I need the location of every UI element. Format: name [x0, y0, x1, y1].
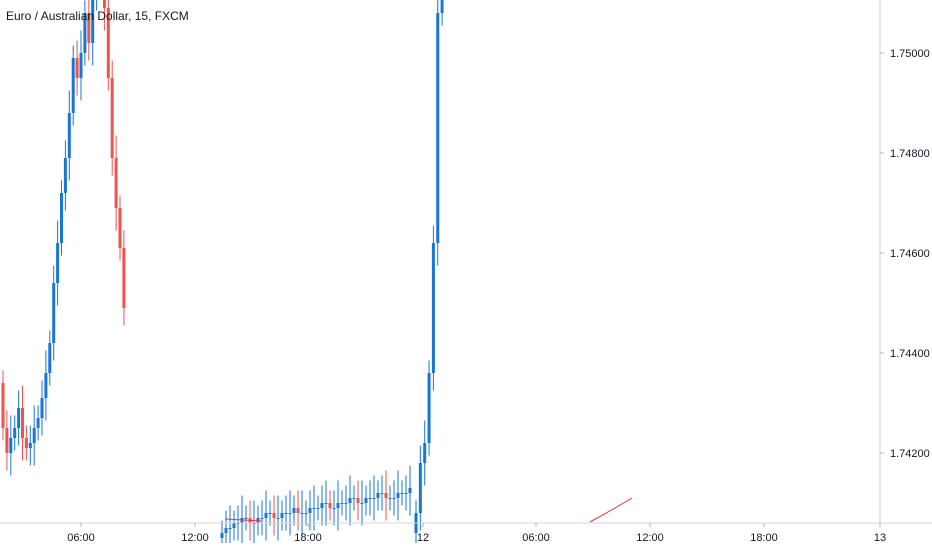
candle-body	[87, 13, 91, 43]
candle-body	[32, 428, 36, 443]
candle-body	[63, 158, 67, 193]
candle-body	[228, 528, 232, 529]
indicator-curve	[589, 497, 633, 523]
candle-body	[75, 58, 79, 78]
candle-body	[71, 58, 75, 113]
candle-body	[102, 0, 106, 8]
x-tick-label: 06:00	[522, 532, 550, 544]
candle-body	[48, 343, 52, 373]
candle-body	[67, 113, 71, 158]
candle-body	[372, 498, 376, 499]
candle-body	[423, 443, 427, 463]
chart-title: Euro / Australian Dollar, 15, FXCM	[6, 9, 189, 23]
candle-body	[316, 508, 320, 509]
candle-body	[232, 523, 236, 528]
candle-body	[284, 513, 288, 514]
candle-body	[21, 408, 24, 438]
candle-body	[396, 493, 400, 498]
candle-body	[60, 193, 63, 243]
candle-body	[328, 503, 332, 508]
candle-body	[36, 418, 40, 428]
candle-body	[376, 493, 380, 498]
candle-body	[356, 498, 360, 503]
candle-body	[431, 243, 435, 373]
candle-body	[336, 503, 340, 508]
candle-body	[308, 508, 312, 513]
candle-body	[296, 508, 300, 513]
candle-body	[360, 503, 364, 504]
candle-body	[392, 498, 396, 499]
candle-body	[364, 498, 368, 503]
candle-body	[40, 398, 44, 418]
candle-body	[268, 513, 272, 514]
x-tick-label: 12:00	[636, 532, 664, 544]
candle-body	[52, 283, 56, 343]
x-tick-label: 18:00	[750, 532, 778, 544]
candle-body	[122, 248, 126, 308]
y-tick-label: 1.75000	[890, 48, 930, 60]
candle-body	[404, 493, 408, 494]
candle-body	[332, 508, 336, 509]
candle-body	[24, 438, 28, 448]
candle-body	[260, 518, 264, 519]
candle-body	[304, 513, 308, 514]
candle-body	[118, 208, 122, 248]
candle-body	[56, 243, 60, 283]
candle-body	[300, 513, 304, 514]
candle-body	[224, 528, 228, 533]
candle-body	[91, 0, 95, 43]
candle-body	[440, 0, 444, 13]
candle-body	[79, 53, 83, 78]
candle-body	[352, 498, 356, 499]
y-tick-label: 1.74200	[890, 448, 930, 460]
candle-body	[276, 518, 280, 519]
x-tick-label: 13	[874, 532, 886, 544]
x-tick-label: 18:00	[294, 532, 322, 544]
candle-body	[280, 513, 284, 518]
candle-body	[400, 493, 404, 494]
candle-body	[9, 438, 13, 453]
candle-body	[312, 508, 316, 509]
candle-body	[114, 158, 118, 208]
indicator-curve	[224, 518, 263, 522]
candle-body	[83, 13, 87, 53]
x-tick-label: 12:00	[181, 532, 209, 544]
candle-body	[44, 373, 48, 398]
candle-body	[110, 78, 114, 158]
candle-body	[344, 503, 348, 504]
candle-body	[28, 443, 32, 448]
candle-body	[272, 513, 276, 518]
candle-body	[106, 8, 110, 78]
candle-body	[1, 383, 5, 428]
candle-body	[418, 463, 422, 513]
candle-body	[324, 503, 328, 504]
candle-body	[380, 493, 384, 494]
candle-body	[384, 493, 388, 498]
candle-body	[13, 428, 17, 438]
candle-body	[244, 518, 248, 519]
candle-body	[288, 513, 292, 514]
candle-body	[408, 488, 412, 493]
candle-body	[388, 498, 392, 499]
y-tick-label: 1.74600	[890, 248, 930, 260]
candle-body	[348, 498, 352, 503]
y-tick-label: 1.74800	[890, 148, 930, 160]
candle-body	[17, 408, 21, 428]
candle-body	[5, 428, 9, 453]
candle-body	[240, 518, 244, 523]
x-tick-label: 06:00	[67, 532, 95, 544]
candle-body	[292, 508, 296, 513]
candle-body	[368, 498, 372, 499]
candle-body	[320, 503, 324, 508]
candle-body	[436, 13, 440, 243]
y-tick-label: 1.74400	[890, 348, 930, 360]
x-tick-label: 12	[417, 532, 429, 544]
candle-body	[427, 373, 431, 443]
candle-body	[264, 513, 268, 518]
candle-body	[340, 503, 344, 504]
candle-body	[220, 533, 224, 538]
